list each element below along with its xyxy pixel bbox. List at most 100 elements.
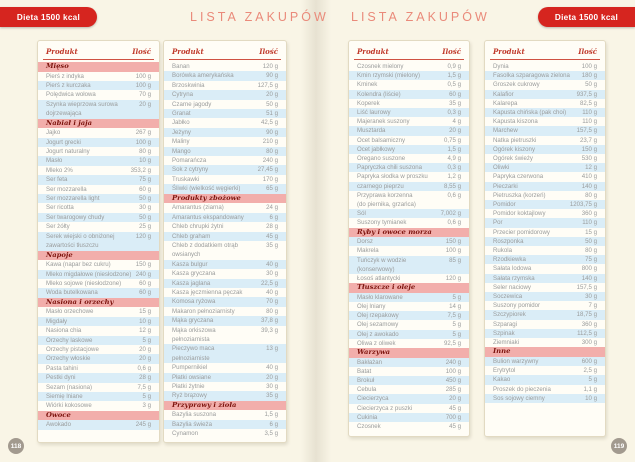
page-title-right: LISTA ZAKUPÓW: [351, 10, 490, 24]
page-number-right: 119: [611, 438, 627, 454]
product-name: Brokuł: [357, 377, 375, 385]
product-row: Mango 80 g: [164, 146, 286, 157]
product-name: Serek wiejski o obniżonej zawartości tłu…: [46, 232, 115, 250]
product-quantity: 0,3 g: [447, 164, 461, 172]
product-quantity: 90 g: [266, 128, 278, 136]
product-quantity: 20 g: [266, 91, 278, 99]
product-name: Kapusta chińska (pak choi): [493, 109, 567, 117]
product-quantity: 28 g: [139, 374, 151, 382]
product-row: Papryka czerwona 410 g: [485, 172, 605, 181]
product-row: Por 110 g: [485, 218, 605, 228]
product-name: Pestki dyni: [46, 374, 76, 382]
product-name: Wiórki kokosowe: [46, 402, 92, 410]
product-row: Proszek do pieczenia 1,1 g: [485, 385, 605, 394]
product-name: Kasza gryczana: [172, 270, 216, 278]
product-quantity: 120 g: [445, 275, 461, 283]
product-name: Ogórek kiszony: [493, 145, 535, 153]
table-header-row: Produkt Ilość: [169, 45, 281, 60]
product-row: Bulion warzywny 600 g: [485, 356, 605, 367]
product-row: Ryż brązowy 35 g: [164, 391, 286, 401]
product-quantity: 20 g: [449, 395, 461, 403]
product-row: Suszony pomidor 7 g: [485, 301, 605, 310]
product-quantity: 51 g: [266, 110, 278, 118]
product-name: Nasiona chia: [46, 327, 82, 335]
product-quantity: 110 g: [582, 118, 597, 126]
category-row: Nasiona i orzechy: [38, 297, 159, 308]
product-name: Kawa (napar bez cukru): [46, 261, 111, 269]
product-name: Cynamon: [172, 430, 199, 438]
product-row: Nasiona chia 12 g: [38, 326, 159, 335]
product-row: Ocet balsamiczny 0,75 g: [349, 136, 469, 145]
product-row: Kakao 5 g: [485, 375, 605, 385]
product-name: Pasta tahini: [46, 364, 78, 372]
product-row: Łosoś atlantycki 120 g: [349, 274, 469, 283]
product-quantity: 20 g: [139, 345, 151, 353]
product-quantity: 0,6 g: [137, 364, 151, 372]
product-row: Masło klarowane 5 g: [349, 292, 469, 303]
product-row: Sok z cytryny 27,45 g: [164, 165, 286, 175]
product-name: Liść laurowy: [357, 109, 391, 117]
product-name: Sos sojowy ciemny: [493, 394, 545, 402]
product-row: Marchew 157,5 g: [485, 126, 605, 136]
product-name: Migdały: [46, 317, 67, 325]
product-quantity: 100 g: [135, 82, 151, 89]
product-row: Roszponka 50 g: [485, 236, 605, 247]
product-row: Oliwki 12 g: [485, 163, 605, 173]
product-row: Masło orzechowe 15 g: [38, 307, 159, 316]
product-quantity: 100 g: [581, 63, 597, 70]
product-name: Pieczywo maca pełnoziarniste: [172, 345, 215, 362]
product-name: Bulion warzywny: [493, 357, 539, 365]
product-name: Fasolka szparagowa zielona: [493, 72, 570, 80]
category-row: Napoje: [38, 250, 159, 261]
product-quantity: 85 g: [449, 256, 461, 264]
category-row: Warzywa: [349, 348, 469, 358]
product-quantity: 40 g: [266, 288, 278, 296]
product-row: Mleko migdałowe (niesłodzone) 240 g: [38, 269, 159, 279]
product-name: Dynia: [493, 63, 509, 70]
product-row: Pomarańcza 240 g: [164, 156, 286, 165]
product-row: Polędwica wołowa 70 g: [38, 90, 159, 99]
product-name: Pomidor: [493, 201, 516, 209]
product-row: Płatki żytnie 30 g: [164, 382, 286, 391]
product-name: Chleb z dodatkiem otrąb owsianych: [172, 241, 239, 259]
product-row: Koperek 35 g: [349, 99, 469, 108]
product-quantity: 4,9 g: [447, 155, 461, 163]
column-header-product: Produkt: [172, 47, 204, 56]
product-quantity: 1203,75 g: [569, 201, 597, 209]
product-row: Jogurt grecki 100 g: [38, 137, 159, 148]
product-row: Kapusta kiszona 110 g: [485, 117, 605, 126]
product-row: Mleko sojowe (niesłodzone) 60 g: [38, 279, 159, 288]
product-name: Ser twarogowy chudy: [46, 213, 105, 221]
product-quantity: 22,5 g: [261, 279, 278, 287]
product-name: Makrela: [357, 247, 379, 255]
product-name: Kapusta kiszona: [493, 118, 538, 126]
product-row: Amarantus (ziarna) 24 g: [164, 203, 286, 212]
product-name: Mąka orkiszowa pełnoziarnista: [172, 326, 216, 343]
product-row: Pierś z kurczaka 100 g: [38, 81, 159, 91]
product-row: Czarne jagody 50 g: [164, 100, 286, 109]
product-quantity: 3 g: [142, 402, 151, 410]
product-name: Brzoskwinia: [172, 81, 205, 89]
product-name: Oliwa z oliwek: [357, 339, 396, 347]
product-name: Ciecierzyca z puszki: [357, 404, 413, 412]
product-name: Sałata lodowa: [493, 265, 532, 273]
product-name: Majeranek suszony: [357, 118, 410, 126]
table-header-row: Produkt Ilość: [43, 45, 154, 60]
product-name: Sok z cytryny: [172, 166, 209, 174]
product-quantity: 700 g: [445, 413, 461, 421]
product-name: Jabłko: [172, 119, 190, 127]
product-row: Cebula 285 g: [349, 385, 469, 394]
product-name: Bazylia suszona: [172, 411, 217, 419]
product-name: Kasza jaglana: [172, 279, 211, 287]
product-row: Ser ricotta 30 g: [38, 203, 159, 212]
product-row: Ogórek kiszony 150 g: [485, 144, 605, 155]
product-name: Batat: [357, 367, 372, 375]
product-name: Jogurt grecki: [46, 138, 81, 146]
product-row: Masło 10 g: [38, 156, 159, 166]
product-quantity: 60 g: [139, 289, 151, 297]
product-name: Proszek do pieczenia: [493, 385, 551, 393]
product-name: Czosnek mielony: [357, 63, 404, 70]
product-name: Siemię lniane: [46, 392, 83, 400]
product-row: Pumpernikiel 40 g: [164, 363, 286, 372]
product-quantity: 10 g: [585, 394, 597, 402]
